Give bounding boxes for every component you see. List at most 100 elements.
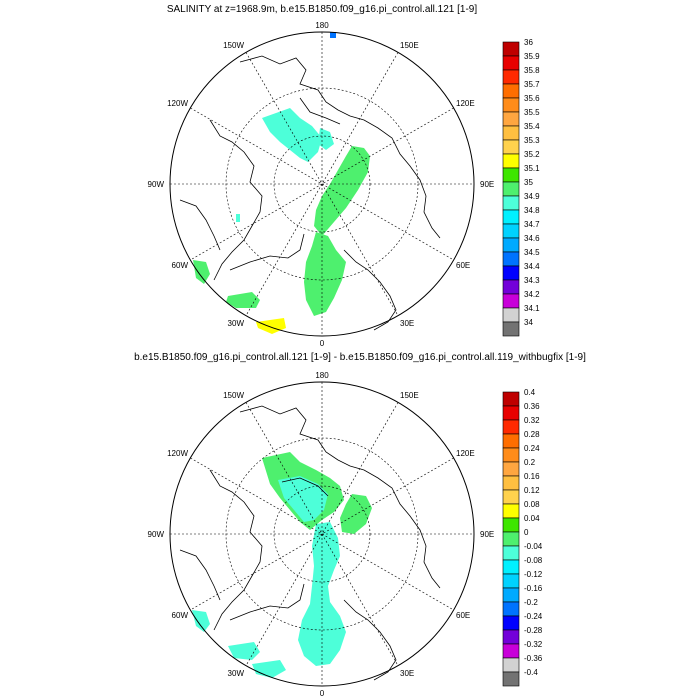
panel-1-lon-label: 150E xyxy=(400,41,419,50)
colorbar-swatch xyxy=(502,209,520,225)
panel-2-field xyxy=(192,452,372,678)
panel-2-lon-label: 90E xyxy=(480,530,494,539)
colorbar-label: 0.28 xyxy=(524,430,540,439)
panel-2-map-boundary xyxy=(169,381,475,687)
panel-2-lon-label: 60E xyxy=(456,611,470,620)
colorbar-label: 0.24 xyxy=(524,444,540,453)
colorbar-label: -0.4 xyxy=(524,668,538,677)
panel-2-lon-label: 0 xyxy=(320,689,325,698)
colorbar-swatch xyxy=(502,181,520,197)
colorbar-label: 35.3 xyxy=(524,136,540,145)
colorbar-swatch xyxy=(502,657,520,673)
colorbar-swatch xyxy=(502,475,520,491)
panel-1-lon-label: 90E xyxy=(480,180,494,189)
colorbar-swatch xyxy=(502,307,520,323)
colorbar-swatch xyxy=(502,671,520,687)
colorbar-label: 34.2 xyxy=(524,290,540,299)
colorbar-label: 34.3 xyxy=(524,276,540,285)
colorbar-swatch xyxy=(502,531,520,547)
colorbar-swatch xyxy=(502,419,520,435)
colorbar-label: 35.7 xyxy=(524,80,540,89)
colorbar-label: 0.32 xyxy=(524,416,540,425)
colorbar-swatch xyxy=(502,405,520,421)
panel-2-lon-label: 150E xyxy=(400,391,419,400)
colorbar-swatch xyxy=(502,643,520,659)
colorbar-swatch xyxy=(502,461,520,477)
colorbar-swatch xyxy=(502,447,520,463)
panel-1-lon-label: 180 xyxy=(315,21,329,30)
panel-1-lon-label: 120E xyxy=(456,99,475,108)
colorbar-swatch xyxy=(502,503,520,519)
colorbar-label: 34.4 xyxy=(524,262,540,271)
colorbar-label: 35.4 xyxy=(524,122,540,131)
panel-1-lon-label: 150W xyxy=(223,41,244,50)
colorbar-swatch xyxy=(502,125,520,141)
colorbar-label: 0.16 xyxy=(524,472,540,481)
colorbar-label: 34.9 xyxy=(524,192,540,201)
panel-2-coastline xyxy=(179,405,441,681)
panel-2-lon-label: 60W xyxy=(172,611,189,620)
panel-1-lon-label: 90W xyxy=(148,180,165,189)
colorbar-label: -0.08 xyxy=(524,556,543,565)
panel-1-lon-label: 120W xyxy=(167,99,188,108)
colorbar-swatch xyxy=(502,489,520,505)
colorbar-label: 36 xyxy=(524,38,533,47)
colorbar-swatch xyxy=(502,559,520,575)
panel-2-title: b.e15.B1850.f09_g16.pi_control.all.121 [… xyxy=(134,352,586,363)
colorbar-label: -0.16 xyxy=(524,584,543,593)
colorbar-label: 0.04 xyxy=(524,514,540,523)
panel-1-lon-label: 30W xyxy=(228,319,245,328)
colorbar-label: 35.5 xyxy=(524,108,540,117)
colorbar-swatch xyxy=(502,153,520,169)
panel-1-title: SALINITY at z=1968.9m, b.e15.B1850.f09_g… xyxy=(167,4,478,15)
panel-1-lon-label: 30E xyxy=(400,319,414,328)
colorbar-label: 0.2 xyxy=(524,458,536,467)
colorbar-label: 35.6 xyxy=(524,94,540,103)
colorbar-swatch xyxy=(502,321,520,337)
panel-1-colorbar: 36 35.9 35.8 35.7 35.6 35.5 35.4 35.3 35.2 35.1 35… xyxy=(502,38,540,337)
panel-1-map-boundary xyxy=(169,31,475,337)
colorbar-swatch xyxy=(502,83,520,99)
colorbar-swatch xyxy=(502,195,520,211)
panel-1-lon-labels: 180 0 90W 90E 150W 150E 120W 120E 60W 60… xyxy=(148,21,495,348)
colorbar-swatch xyxy=(502,41,520,57)
panel-2-graticule xyxy=(170,382,474,686)
colorbar-swatch xyxy=(502,629,520,645)
colorbar-label: 0.08 xyxy=(524,500,540,509)
panel-2-lon-labels: 180 0 90W 90E 150W 150E 120W 120E 60W 60… xyxy=(148,371,495,698)
panel-1-lon-label: 60E xyxy=(456,261,470,270)
colorbar-label: 34.1 xyxy=(524,304,540,313)
colorbar-swatch xyxy=(502,237,520,253)
colorbar-swatch xyxy=(502,111,520,127)
panel-1-lon-label: 60W xyxy=(172,261,189,270)
colorbar-swatch xyxy=(502,167,520,183)
colorbar-swatch xyxy=(502,265,520,281)
colorbar-label: -0.24 xyxy=(524,612,543,621)
colorbar-label: -0.04 xyxy=(524,542,543,551)
panel-2-lon-label: 150W xyxy=(223,391,244,400)
colorbar-label: -0.32 xyxy=(524,640,543,649)
colorbar-label: 34 xyxy=(524,318,533,327)
colorbar-swatch xyxy=(502,139,520,155)
panel-2-lon-label: 30W xyxy=(228,669,245,678)
colorbar-label: -0.36 xyxy=(524,654,543,663)
panel-2-lon-label: 30E xyxy=(400,669,414,678)
colorbar-swatch xyxy=(502,517,520,533)
colorbar-label: 0.36 xyxy=(524,402,540,411)
panel-2-lon-label: 120W xyxy=(167,449,188,458)
colorbar-label: -0.2 xyxy=(524,598,538,607)
colorbar-label: 0.12 xyxy=(524,486,540,495)
panel-2-lon-label: 90W xyxy=(148,530,165,539)
colorbar-swatch xyxy=(502,615,520,631)
panel-2-colorbar: 0.4 0.36 0.32 0.28 0.24 0.2 0.16 0.12 0.08 0.04 0 -… xyxy=(502,388,543,687)
colorbar-label: 35.8 xyxy=(524,66,540,75)
colorbar-label: -0.12 xyxy=(524,570,543,579)
colorbar-label: 35.9 xyxy=(524,52,540,61)
panel-1-map xyxy=(169,31,475,337)
colorbar-label: 34.7 xyxy=(524,220,540,229)
colorbar-swatch xyxy=(502,545,520,561)
colorbar-label: 34.5 xyxy=(524,248,540,257)
panel-1-graticule xyxy=(170,32,474,336)
colorbar-label: -0.28 xyxy=(524,626,543,635)
colorbar-label: 35 xyxy=(524,178,533,187)
